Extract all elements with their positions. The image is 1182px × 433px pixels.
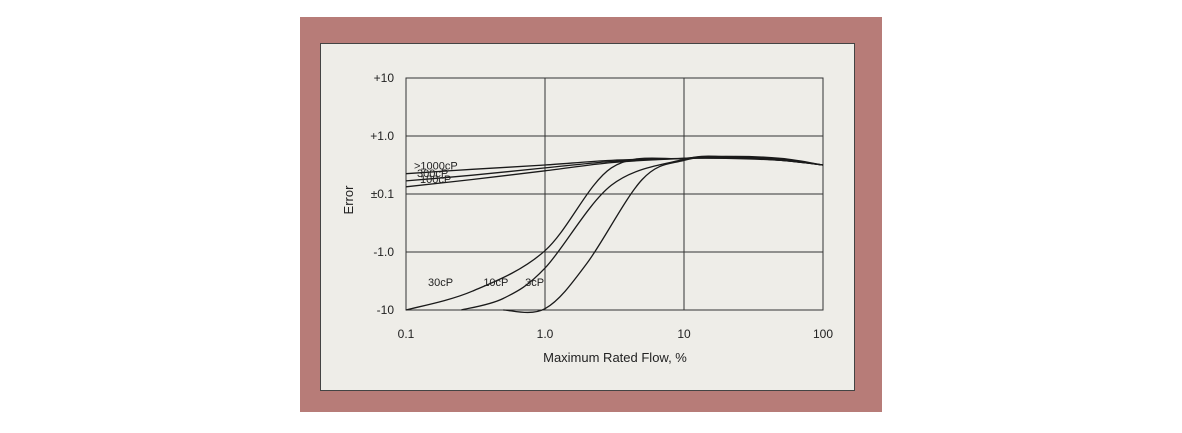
series-label: 10cP [483, 277, 508, 289]
y-tick-labels: +10 +1.0 ±0.1 -1.0 -10 [370, 71, 394, 317]
curves [405, 155, 824, 314]
series-label: 3cP [525, 277, 544, 289]
series-label: 100cP [420, 174, 451, 186]
y-tick-label: -10 [377, 303, 395, 317]
series-line [405, 156, 824, 188]
series-line [503, 155, 824, 314]
series-label: 300cP [417, 168, 448, 180]
chart-panel [320, 43, 855, 391]
y-tick-label: +10 [374, 71, 395, 85]
series-label: 30cP [428, 277, 453, 289]
y-tick-label: +1.0 [370, 129, 394, 143]
x-tick-label: 100 [813, 327, 833, 341]
y-tick-label: ±0.1 [371, 187, 395, 201]
y-tick-label: -1.0 [373, 245, 394, 259]
x-tick-labels: 0.1 1.0 10 100 [398, 327, 834, 341]
y-axis-label: Error [341, 185, 356, 215]
series-label: >1000cP [414, 161, 458, 173]
x-tick-label: 10 [677, 327, 691, 341]
series-line [461, 155, 824, 311]
grid [406, 78, 823, 310]
x-axis-label: Maximum Rated Flow, % [543, 350, 687, 365]
x-tick-label: 0.1 [398, 327, 415, 341]
x-tick-label: 1.0 [537, 327, 554, 341]
